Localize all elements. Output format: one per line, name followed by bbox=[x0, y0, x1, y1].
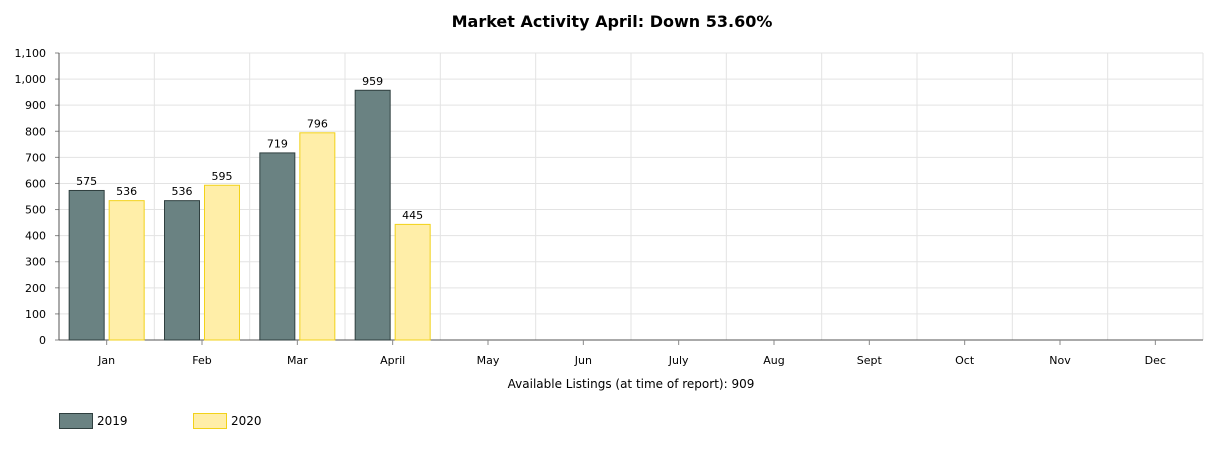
y-tick-label: 200 bbox=[25, 282, 46, 295]
x-tick-label: Aug bbox=[763, 354, 784, 367]
data-label: 445 bbox=[402, 209, 423, 222]
bar-2020-Jan bbox=[108, 200, 145, 341]
x-tick-label: Oct bbox=[955, 354, 975, 367]
x-tick-label: July bbox=[668, 354, 689, 367]
x-tick-label: Sept bbox=[857, 354, 883, 367]
y-tick-label: 500 bbox=[25, 204, 46, 217]
x-tick-label: Dec bbox=[1145, 354, 1166, 367]
legend-swatch-series-1 bbox=[59, 413, 93, 429]
legend-label-series-2: 2020 bbox=[231, 414, 262, 428]
legend-item-series-1[interactable]: 2019 bbox=[59, 411, 128, 431]
data-label: 536 bbox=[116, 185, 137, 198]
legend-swatch-series-2 bbox=[193, 413, 227, 429]
bar-2019-Mar bbox=[259, 152, 296, 341]
data-label: 595 bbox=[212, 170, 233, 183]
x-tick-label: April bbox=[380, 354, 405, 367]
grid-lines bbox=[59, 52, 1204, 340]
bar-2019-Feb bbox=[164, 200, 200, 341]
y-tick-label: 300 bbox=[25, 256, 46, 269]
x-tick-label: Mar bbox=[287, 354, 308, 367]
bars bbox=[68, 89, 431, 341]
y-tick-label: 900 bbox=[25, 99, 46, 112]
y-tick-label: 1,100 bbox=[15, 47, 47, 60]
data-label: 719 bbox=[267, 137, 288, 150]
y-tick-label: 800 bbox=[25, 125, 46, 138]
data-label: 536 bbox=[172, 185, 193, 198]
y-tick-label: 100 bbox=[25, 308, 46, 321]
data-label: 575 bbox=[76, 175, 97, 188]
data-label: 959 bbox=[362, 75, 383, 88]
y-tick-label: 1,000 bbox=[15, 73, 47, 86]
bar-2020-Feb bbox=[204, 184, 240, 341]
legend-item-series-2[interactable]: 2020 bbox=[193, 411, 262, 431]
bar-2020-April bbox=[394, 223, 431, 341]
y-tick-label: 0 bbox=[39, 334, 46, 347]
y-tick-label: 700 bbox=[25, 151, 46, 164]
y-tick-label: 600 bbox=[25, 177, 46, 190]
x-tick-label: May bbox=[477, 354, 500, 367]
bar-2020-Mar bbox=[299, 132, 336, 341]
bar-2019-April bbox=[354, 89, 391, 341]
data-labels: 575 536 719 959 536 595 796 445 bbox=[76, 75, 423, 222]
x-axis-label: Available Listings (at time of report): … bbox=[507, 377, 755, 391]
bar-2019-Jan bbox=[68, 189, 105, 341]
x-tick-label: Feb bbox=[192, 354, 211, 367]
chart-title: Market Activity April: Down 53.60% bbox=[451, 12, 773, 31]
y-tick-label: 400 bbox=[25, 230, 46, 243]
axes: 0 100 200 300 400 500 600 700 800 900 1,000 1,100 Ja… bbox=[15, 47, 1203, 367]
x-tick-label: Jun bbox=[574, 354, 592, 367]
legend-label-series-1: 2019 bbox=[97, 414, 128, 428]
x-tick-label: Nov bbox=[1049, 354, 1071, 367]
data-label: 796 bbox=[307, 117, 328, 130]
x-tick-label: Jan bbox=[97, 354, 115, 367]
